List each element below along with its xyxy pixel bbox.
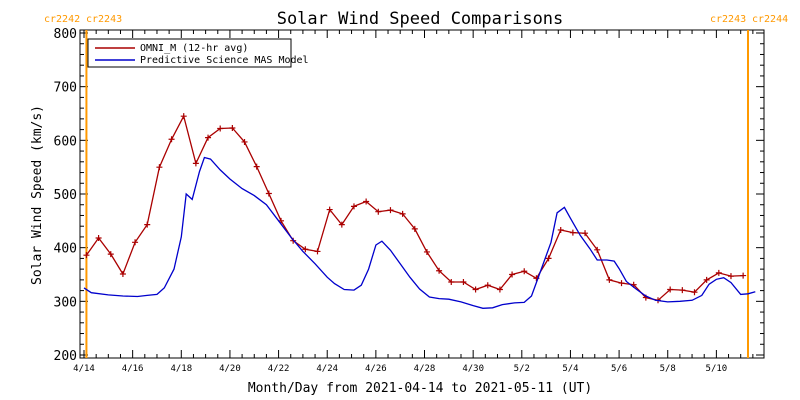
- omni-data-point: [253, 163, 260, 170]
- omni-data-point: [509, 271, 516, 278]
- omni-data-point: [727, 273, 734, 280]
- omni-data-point: [180, 113, 187, 120]
- omni-data-point: [448, 279, 455, 286]
- y-tick-label: 500: [54, 188, 77, 203]
- omni-data-point: [326, 206, 333, 213]
- omni-data-point: [387, 207, 394, 214]
- legend-label-mas: Predictive Science MAS Model: [140, 55, 309, 66]
- omni-data-point: [436, 267, 443, 274]
- omni-data-point: [205, 134, 212, 141]
- omni-data-point: [679, 287, 686, 294]
- omni-data-point: [229, 124, 236, 131]
- x-tick-label: 4/24: [316, 364, 338, 374]
- omni-data-point: [399, 210, 406, 217]
- y-tick-label: 300: [54, 295, 77, 310]
- omni-data-point: [569, 229, 576, 236]
- omni-data-point: [350, 203, 357, 210]
- y-tick-label: 400: [54, 242, 77, 257]
- x-tick-label: 4/14: [73, 364, 95, 374]
- omni-data-point: [192, 160, 199, 167]
- omni-data-point: [740, 272, 747, 279]
- y-tick-label: 600: [54, 134, 77, 149]
- x-tick-label: 4/18: [170, 364, 192, 374]
- omni-data-point: [691, 289, 698, 296]
- omni-data-point: [156, 164, 163, 171]
- omni-data-point: [484, 282, 491, 289]
- omni-data-point: [557, 226, 564, 233]
- x-tick-label: 5/10: [706, 364, 728, 374]
- x-axis-label: Month/Day from 2021-04-14 to 2021-05-11 …: [248, 381, 592, 396]
- x-tick-label: 4/30: [462, 364, 484, 374]
- left-carrington-label-a: cr2242: [44, 14, 80, 25]
- omni-data-point: [95, 235, 102, 242]
- x-tick-label: 4/22: [268, 364, 290, 374]
- omni-data-point: [496, 286, 503, 293]
- omni-data-point: [314, 248, 321, 255]
- left-carrington-label-b: cr2243: [86, 14, 122, 25]
- x-tick-label: 4/28: [414, 364, 436, 374]
- omni-data-point: [375, 208, 382, 215]
- x-tick-label: 4/16: [122, 364, 144, 374]
- x-tick-label: 5/4: [562, 364, 578, 374]
- y-axis-label: Solar Wind Speed (km/s): [30, 105, 45, 285]
- omni-data-point: [241, 138, 248, 145]
- omni-data-point: [168, 136, 175, 143]
- x-tick-label: 5/8: [660, 364, 676, 374]
- mas-model-series-line: [83, 156, 756, 309]
- omni-data-point: [107, 251, 114, 258]
- omni-data-point: [703, 276, 710, 283]
- omni-data-point: [594, 246, 601, 253]
- x-tick-label: 4/20: [219, 364, 241, 374]
- omni-data-point: [521, 268, 528, 275]
- omni-data-point: [83, 252, 90, 259]
- omni-data-point: [411, 225, 418, 232]
- right-carrington-label-b: cr2244: [752, 14, 788, 25]
- legend-box: [87, 38, 292, 68]
- omni-data-point: [338, 221, 345, 228]
- omni-data-point: [144, 221, 151, 228]
- omni-data-point: [715, 269, 722, 276]
- omni-data-point: [618, 280, 625, 287]
- omni-data-point: [302, 246, 309, 253]
- x-tick-label: 5/2: [514, 364, 530, 374]
- legend-label-omni: OMNI_M (12-hr avg): [140, 43, 248, 54]
- omni-data-point: [132, 239, 139, 246]
- x-tick-label: 4/26: [365, 364, 387, 374]
- omni-data-point: [363, 198, 370, 205]
- omni-data-point: [667, 286, 674, 293]
- chart-title: Solar Wind Speed Comparisons: [277, 9, 564, 29]
- y-tick-label: 200: [54, 349, 77, 364]
- omni-data-point: [119, 270, 126, 277]
- omni-data-point: [460, 279, 467, 286]
- omni-data-point: [423, 248, 430, 255]
- omni-data-point: [217, 125, 224, 132]
- legend: OMNI_M (12-hr avg) Predictive Science MA…: [87, 38, 309, 68]
- omni-data-point: [472, 286, 479, 293]
- y-tick-label: 800: [54, 27, 77, 42]
- plot-frame: [79, 29, 765, 359]
- plot-area: 200 300 400 500 600 700 800 4/14 4/16 4/18 4/20 4/2…: [54, 27, 765, 374]
- y-tick-label: 700: [54, 81, 77, 96]
- omni-data-point: [582, 230, 589, 237]
- right-carrington-label-a: cr2243: [710, 14, 746, 25]
- x-tick-label: 5/6: [611, 364, 627, 374]
- omni-data-point: [265, 190, 272, 197]
- omni-data-point: [545, 255, 552, 262]
- omni-data-point: [606, 276, 613, 283]
